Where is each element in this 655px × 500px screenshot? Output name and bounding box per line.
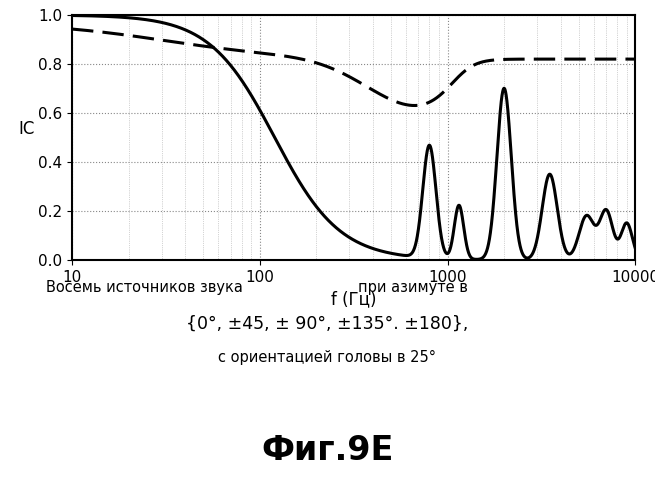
Text: Фиг.9E: Фиг.9E (261, 434, 394, 466)
Text: с ориентацией головы в 25°: с ориентацией головы в 25° (219, 350, 436, 365)
Y-axis label: IC: IC (19, 120, 35, 138)
Text: {0°, ±45, ± 90°, ±135°. ±180},: {0°, ±45, ± 90°, ±135°. ±180}, (186, 315, 469, 333)
Text: Восемь источников звука: Восемь источников звука (46, 280, 242, 295)
X-axis label: f (Гц): f (Гц) (331, 290, 377, 308)
Text: при азимуте в: при азимуте в (358, 280, 468, 295)
